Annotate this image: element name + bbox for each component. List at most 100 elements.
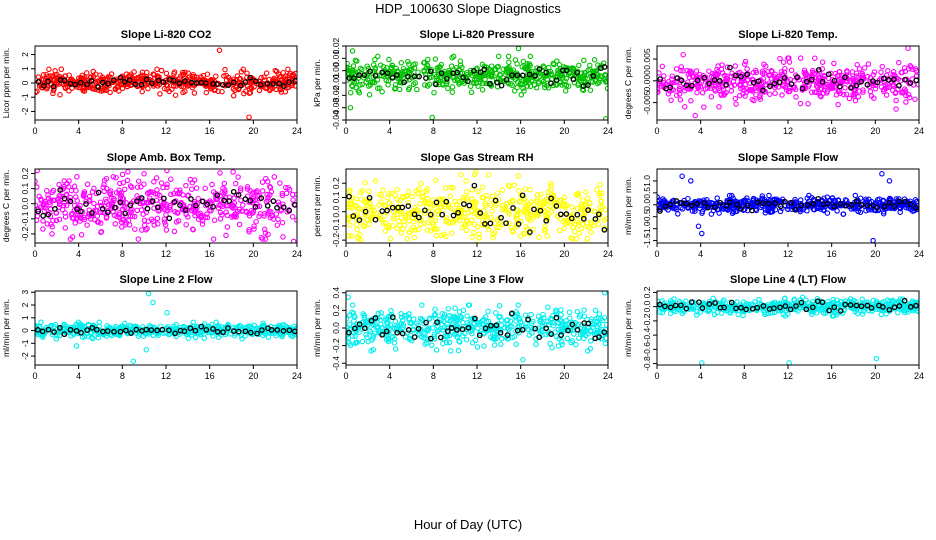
bias-point <box>657 208 663 214</box>
data-point <box>701 104 707 110</box>
data-point <box>828 204 834 210</box>
x-tick-label: 0 <box>343 126 348 136</box>
data-point <box>496 303 503 309</box>
data-point <box>359 338 366 345</box>
data-point <box>543 331 549 338</box>
data-point <box>367 203 373 210</box>
data-point <box>491 330 498 337</box>
x-tick-label: 16 <box>205 371 215 381</box>
data-point <box>221 180 228 187</box>
data-point <box>527 53 534 60</box>
data-point <box>193 185 200 191</box>
data-point <box>589 79 596 85</box>
data-point <box>287 70 294 77</box>
data-point <box>530 226 537 233</box>
x-tick-label: 4 <box>698 249 703 259</box>
data-point <box>702 205 708 211</box>
data-point <box>139 88 145 95</box>
outlier-point <box>905 46 911 51</box>
data-point <box>485 226 492 233</box>
data-point <box>112 221 118 227</box>
data-point <box>429 219 436 226</box>
data-point <box>84 181 91 188</box>
data-point <box>587 62 593 69</box>
data-point <box>840 211 847 217</box>
panel-title: Slope Gas Stream RH <box>420 152 533 164</box>
data-point <box>476 235 483 241</box>
bias-point <box>95 189 102 196</box>
data-point <box>580 330 587 336</box>
outlier-point <box>601 291 608 296</box>
data-point <box>55 197 61 203</box>
data-point <box>729 210 736 217</box>
data-point <box>434 226 440 232</box>
bias-point <box>247 329 254 336</box>
data-point <box>84 330 90 337</box>
bias-point <box>734 201 740 208</box>
data-point <box>452 305 458 311</box>
bias-point <box>454 326 460 333</box>
outlier-point <box>699 230 705 237</box>
data-point <box>431 331 438 338</box>
data-point <box>260 320 266 326</box>
y-tick-label: 0.0 <box>20 198 30 210</box>
bias-point <box>514 72 521 78</box>
data-point <box>75 322 81 328</box>
bias-point <box>853 198 860 205</box>
bias-point <box>182 78 188 84</box>
data-point <box>555 69 562 76</box>
bias-point <box>688 82 695 89</box>
data-point <box>505 53 512 60</box>
data-point <box>183 182 189 189</box>
data-point <box>68 333 74 339</box>
bias-point <box>465 324 472 331</box>
bias-point <box>405 203 412 209</box>
data-point <box>405 199 412 206</box>
y-tick-label: -0.4 <box>331 356 341 371</box>
data-point <box>479 184 486 191</box>
data-point <box>510 198 516 205</box>
data-point <box>588 229 594 236</box>
x-tick-label: 20 <box>870 249 880 259</box>
bias-point <box>148 80 155 87</box>
y-tick-label: -0.04 <box>331 110 341 130</box>
data-point <box>694 308 700 315</box>
bias-point <box>444 75 450 82</box>
bias-point <box>688 202 695 209</box>
data-point <box>364 322 371 328</box>
bias-point <box>198 323 205 330</box>
bias-point <box>368 317 375 324</box>
data-point <box>824 88 831 94</box>
data-point <box>431 89 437 96</box>
data-point <box>553 309 559 315</box>
x-tick-label: 12 <box>472 249 482 259</box>
bias-point <box>161 195 167 202</box>
bias-point <box>384 207 390 214</box>
data-point <box>660 79 666 86</box>
y-tick-label: -1.5 <box>642 233 652 248</box>
data-point <box>885 68 891 74</box>
data-point <box>366 327 373 333</box>
bias-point <box>487 220 494 227</box>
bias-point <box>133 326 140 333</box>
data-point <box>413 320 420 326</box>
data-point <box>248 84 254 91</box>
data-point <box>551 61 557 68</box>
data-point <box>883 92 890 98</box>
bias-point <box>132 81 139 88</box>
data-point <box>103 185 110 192</box>
data-point <box>463 189 470 195</box>
data-point <box>443 215 450 221</box>
data-point <box>83 198 89 205</box>
data-point <box>588 207 594 214</box>
y-tick-label: -0.5 <box>642 209 652 224</box>
data-point <box>793 94 799 100</box>
x-tick-label: 16 <box>516 126 526 136</box>
data-point <box>391 213 397 220</box>
data-point <box>62 225 69 231</box>
data-point <box>140 333 147 339</box>
y-tick-label: -0.1 <box>20 211 30 226</box>
data-point <box>162 206 168 213</box>
data-point <box>134 207 140 214</box>
bias-point <box>379 208 386 214</box>
